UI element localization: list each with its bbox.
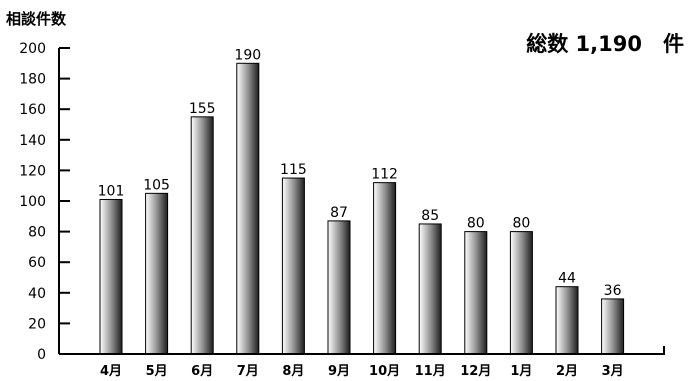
x-tick-label: 8月 [282,364,304,379]
bar [464,231,488,355]
data-label: 80 [512,216,530,232]
bar [99,198,123,355]
y-tick-label: 60 [28,255,46,271]
bar [236,62,260,355]
bar [601,298,625,355]
x-tick-label: 9月 [328,364,350,379]
x-tick-label: 12月 [460,364,491,379]
x-tick-label: 3月 [602,364,624,379]
data-label: 112 [371,167,398,183]
data-label: 155 [189,101,216,117]
data-label: 87 [330,205,348,221]
data-label: 101 [98,183,125,199]
y-tick-label: 160 [19,102,46,118]
y-tick-label: 0 [37,347,46,363]
bar [145,192,169,355]
total-count-label: 総数 1,190 件 [526,32,684,56]
x-tick-label: 10月 [369,364,400,379]
bar [373,182,397,355]
x-tick-label: 11月 [415,364,446,379]
bar [327,220,351,355]
data-label: 44 [558,271,576,287]
y-tick-label: 200 [19,41,46,57]
bar [555,286,579,355]
y-tick-label: 20 [28,316,46,332]
data-label: 190 [234,47,261,63]
x-tick-label: 7月 [237,364,259,379]
data-label: 85 [421,208,439,224]
data-label: 80 [467,216,485,232]
data-label: 36 [604,283,622,299]
y-tick-label: 100 [19,194,46,210]
bar [418,223,442,355]
y-tick-label: 180 [19,72,46,88]
bar [509,231,533,355]
data-label: 115 [280,162,307,178]
y-tick-label: 40 [28,286,46,302]
x-tick-label: 4月 [100,364,122,379]
x-tick-label: 2月 [556,364,578,379]
x-tick-label: 6月 [191,364,213,379]
y-tick-label: 140 [19,133,46,149]
x-tick-label: 5月 [146,364,168,379]
data-label: 105 [143,177,170,193]
y-tick-label: 120 [19,163,46,179]
bar [190,116,214,355]
x-tick-label: 1月 [510,364,532,379]
y-tick-label: 80 [28,225,46,241]
bar [281,177,305,355]
y-axis-label: 相談件数 [6,10,67,28]
